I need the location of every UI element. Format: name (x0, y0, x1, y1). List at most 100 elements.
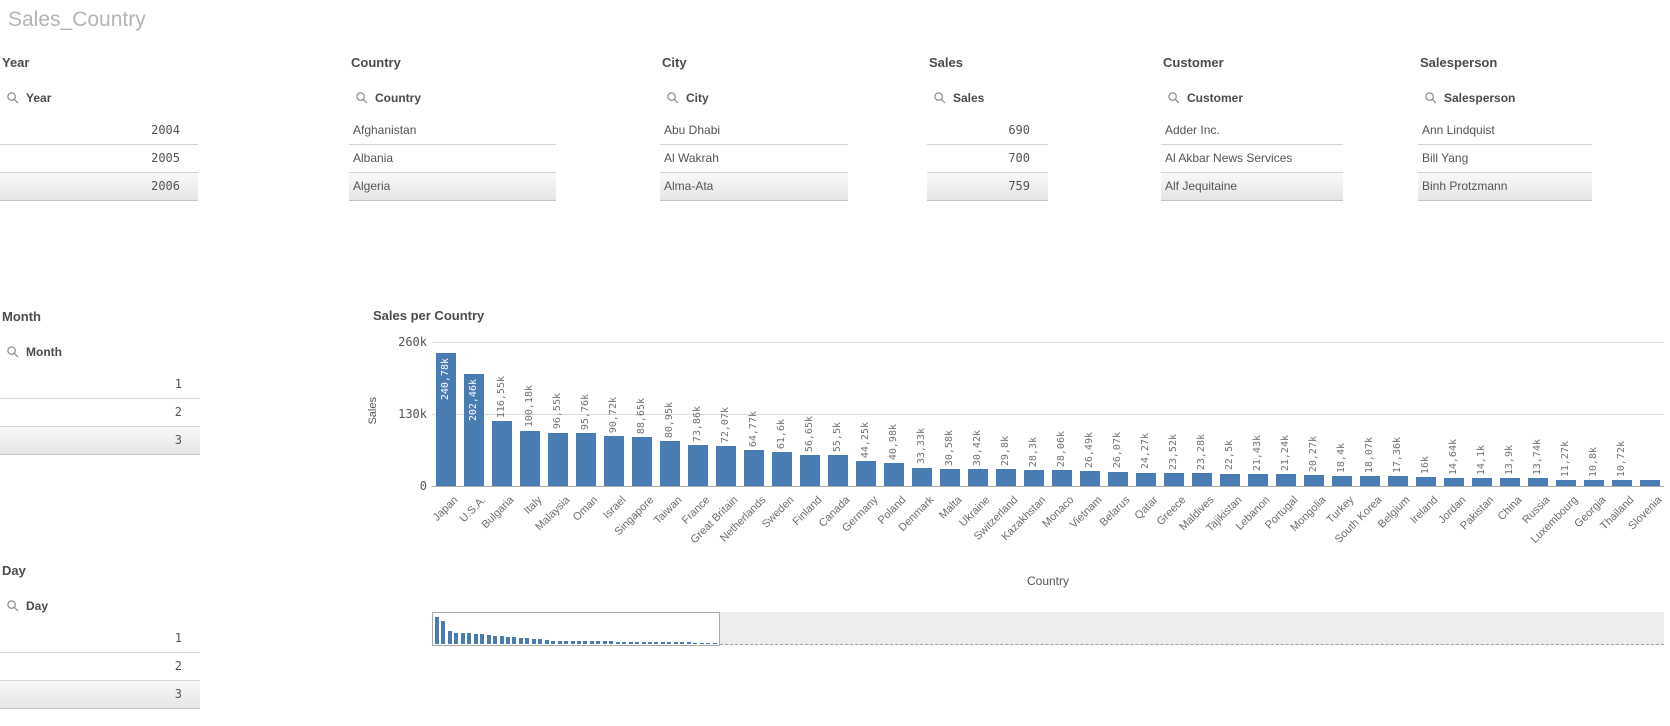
list-item[interactable]: Al Wakrah (660, 145, 848, 173)
minimap-bar (667, 642, 672, 644)
bar-jordan[interactable] (1444, 477, 1464, 486)
list-item[interactable]: Albania (349, 145, 556, 173)
minimap-bar (635, 641, 640, 644)
list-item[interactable]: 2006 (0, 173, 198, 201)
bar-oman[interactable] (576, 432, 596, 486)
scrollbar-thumb[interactable] (432, 612, 720, 646)
listbox-country: Country Country Afghanistan Albania Algeria (349, 42, 556, 201)
bar-france[interactable] (688, 445, 708, 486)
bar-japan[interactable] (436, 352, 456, 486)
bar-portugal[interactable] (1276, 474, 1296, 486)
list-item[interactable]: 700 (927, 145, 1048, 173)
bar-switzerland[interactable] (996, 469, 1016, 486)
bar-denmark[interactable] (912, 467, 932, 486)
bar-belarus[interactable] (1108, 471, 1128, 486)
list-item[interactable]: Bill Yang (1418, 145, 1592, 173)
bar-mongolia[interactable] (1304, 474, 1324, 486)
bar-ireland[interactable] (1416, 477, 1436, 486)
bar-monaco[interactable] (1052, 470, 1072, 486)
bar-vietnam[interactable] (1080, 471, 1100, 486)
bar-great-britain[interactable] (716, 446, 736, 486)
list-item[interactable]: 2005 (0, 145, 198, 173)
list-item[interactable]: Al Akbar News Services (1161, 145, 1343, 173)
bar-bulgaria[interactable] (492, 421, 512, 486)
minimap-bar (706, 642, 711, 644)
scrollbar-track[interactable] (720, 612, 1664, 645)
bar-qatar[interactable] (1136, 472, 1156, 486)
bar-russia[interactable] (1528, 478, 1548, 486)
bar-value-label: 13,74k (1532, 439, 1543, 476)
listbox-sales: Sales Sales 690 700 759 (927, 42, 1048, 201)
bar-china[interactable] (1500, 478, 1520, 486)
bar-slovenia[interactable] (1640, 480, 1660, 486)
bar-luxembourg[interactable] (1556, 479, 1576, 486)
bar-malaysia[interactable] (548, 432, 568, 486)
bar-maldives[interactable] (1192, 473, 1212, 486)
list-item[interactable]: 2 (0, 399, 200, 427)
bar-georgia[interactable] (1584, 480, 1604, 486)
list-item[interactable]: 3 (0, 427, 200, 455)
search-input-day[interactable]: Day (0, 597, 200, 615)
search-label: Month (26, 345, 62, 359)
bar-value-label: 28,06k (1056, 431, 1067, 468)
bar-value-label: 96,55k (552, 393, 563, 430)
search-input-year[interactable]: Year (0, 89, 198, 107)
bar-pakistan[interactable] (1472, 478, 1492, 486)
list-item[interactable]: 1 (0, 625, 200, 653)
search-input-month[interactable]: Month (0, 343, 200, 361)
bar-chart-sales-per-country: Sales per Country Sales Country 260k 130k… (345, 280, 1670, 660)
bar-canada[interactable] (828, 455, 848, 486)
list-item[interactable]: Binh Protzmann (1418, 173, 1592, 201)
bar-turkey[interactable] (1332, 475, 1352, 486)
bar-u-s-a-[interactable] (464, 373, 484, 486)
list-item[interactable]: 2 (0, 653, 200, 681)
search-icon (1168, 92, 1180, 104)
bar-italy[interactable] (520, 430, 540, 486)
bar-germany[interactable] (856, 461, 876, 486)
bar-ukraine[interactable] (968, 469, 988, 486)
bar-netherlands[interactable] (744, 450, 764, 486)
list-item[interactable]: Alma-Ata (660, 173, 848, 201)
bar-belgium[interactable] (1388, 476, 1408, 486)
list-item[interactable]: Adder Inc. (1161, 117, 1343, 145)
list-item[interactable]: Abu Dhabi (660, 117, 848, 145)
bar-singapore[interactable] (632, 436, 652, 486)
bar-greece[interactable] (1164, 472, 1184, 486)
list-item[interactable]: 759 (927, 173, 1048, 201)
minimap-bar (480, 634, 485, 644)
bar-lebanon[interactable] (1248, 474, 1268, 486)
bar-value-label: 40,98k (888, 424, 899, 461)
bar-poland[interactable] (884, 463, 904, 486)
list-item[interactable]: 1 (0, 371, 200, 399)
search-input-sales[interactable]: Sales (927, 89, 1048, 107)
search-input-city[interactable]: City (660, 89, 848, 107)
list-item[interactable]: 690 (927, 117, 1048, 145)
bar-value-label: 10,8k (1588, 446, 1599, 478)
bar-israel[interactable] (604, 435, 624, 486)
list-item[interactable]: 3 (0, 681, 200, 709)
list-item[interactable]: Ann Lindquist (1418, 117, 1592, 145)
search-input-country[interactable]: Country (349, 89, 556, 107)
bar-kazakhstan[interactable] (1024, 470, 1044, 486)
chart-title: Sales per Country (373, 308, 485, 323)
bar-tajikistan[interactable] (1220, 473, 1240, 486)
bar-taiwan[interactable] (660, 441, 680, 486)
search-label: City (686, 91, 709, 105)
search-input-customer[interactable]: Customer (1161, 89, 1343, 107)
list-item[interactable]: 2004 (0, 117, 198, 145)
bar-malta[interactable] (940, 469, 960, 486)
listbox-title-customer: Customer (1163, 55, 1224, 70)
bar-sweden[interactable] (772, 451, 792, 486)
bar-finland[interactable] (800, 454, 820, 486)
search-input-salesperson[interactable]: Salesperson (1418, 89, 1592, 107)
listbox-month: Month Month 1 2 3 (0, 296, 200, 455)
list-item[interactable]: Algeria (349, 173, 556, 201)
minimap-bar (544, 640, 549, 644)
bar-thailand[interactable] (1612, 480, 1632, 486)
list-item[interactable]: Afghanistan (349, 117, 556, 145)
list-item[interactable]: Alf Jequitaine (1161, 173, 1343, 201)
bar-value-label: 33,33k (916, 428, 927, 465)
bar-south-korea[interactable] (1360, 475, 1380, 486)
